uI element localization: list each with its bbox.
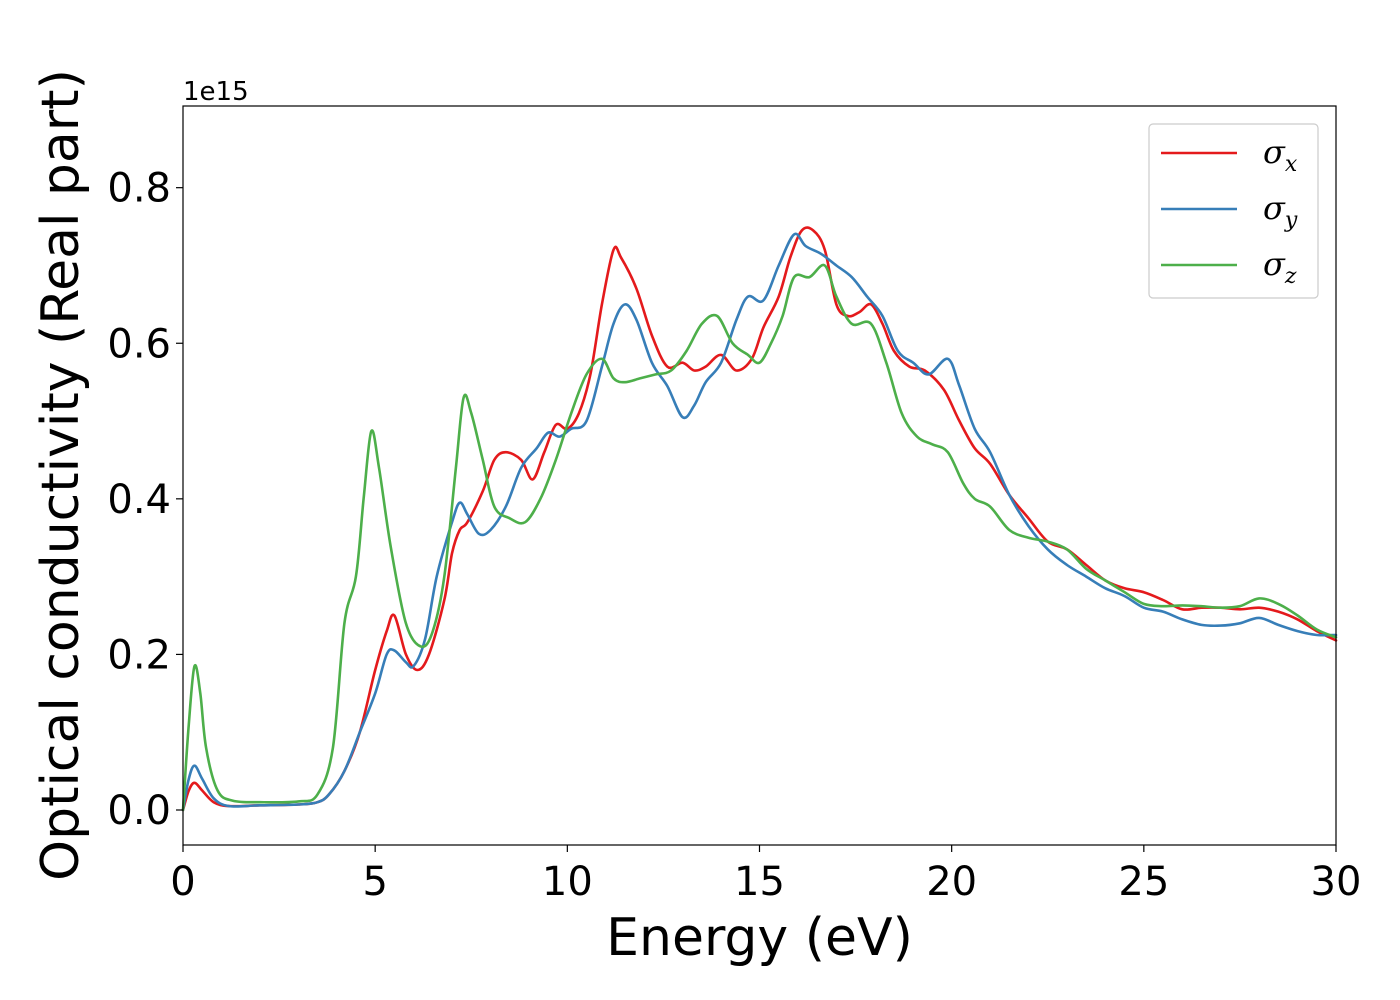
x-tick-label: 20 [926,859,977,905]
x-tick-label: 30 [1311,859,1362,905]
series-line-sigma-z [181,263,1338,812]
x-tick-label: 15 [734,859,785,905]
x-axis-ticks: 0 5 10 15 20 25 30 [170,845,1361,905]
plot-area [183,106,1336,845]
y-tick-label: 0.0 [107,788,171,834]
y-axis-ticks: 0.0 0.2 0.4 0.6 0.8 [107,166,183,834]
legend-label-sigma-z: σz [1263,245,1297,289]
y-offset-label: 1e15 [183,77,249,107]
x-tick-label: 0 [170,859,195,905]
series-lines [181,226,1338,812]
x-tick-label: 10 [542,859,593,905]
y-tick-label: 0.8 [107,166,171,212]
legend-label-sigma-x: σx [1263,133,1298,177]
series-line-sigma-x [181,226,1338,812]
y-tick-label: 0.4 [107,477,171,523]
x-tick-label: 25 [1118,859,1169,905]
y-axis-label: Optical conductivity (Real part) [31,69,91,881]
series-line-sigma-y [181,232,1338,812]
legend: σx σy σz [1148,123,1319,299]
y-tick-label: 0.2 [107,632,171,678]
x-tick-label: 5 [362,859,387,905]
legend-label-sigma-y: σy [1263,189,1298,233]
y-tick-label: 0.6 [107,321,171,367]
x-axis-label: Energy (eV) [606,908,913,968]
legend-frame [1148,123,1319,299]
